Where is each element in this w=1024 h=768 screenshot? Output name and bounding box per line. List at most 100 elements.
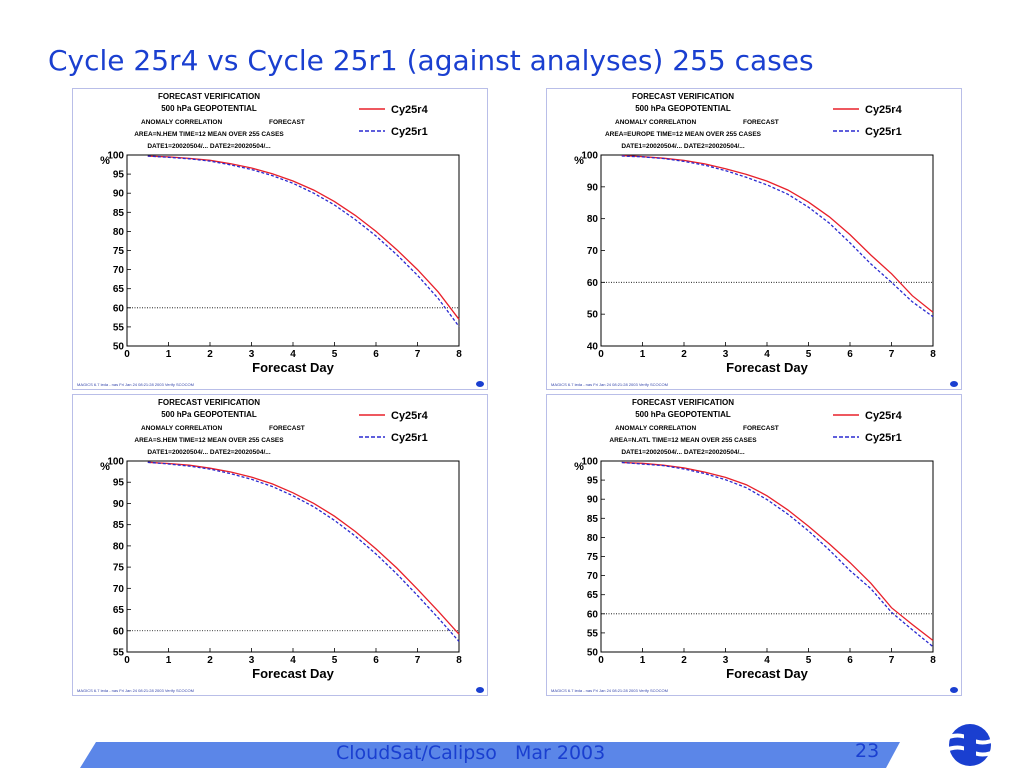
x-tick-label: 1 [166, 655, 172, 666]
chart-credit: MAGICS 6.7 ieda - nas Fri Jan 24 08:21:2… [77, 382, 194, 387]
y-tick-label: 50 [587, 648, 599, 659]
x-tick-label: 8 [930, 655, 936, 666]
chart-header-score: ANOMALY CORRELATION [141, 425, 222, 432]
chart-header-area: AREA=EUROPE TIME=12 MEAN OVER 255 CASES [605, 131, 762, 138]
x-tick-label: 7 [889, 349, 895, 360]
chart-panel-s-hem: FORECAST VERIFICATION 500 hPa GEOPOTENTIA… [72, 394, 488, 696]
chart-panel-n-atl: FORECAST VERIFICATION 500 hPa GEOPOTENTIA… [546, 394, 962, 696]
chart-credit: MAGICS 6.7 ieda - nas Fri Jan 24 08:21:2… [77, 688, 194, 693]
y-tick-label: 75 [113, 563, 125, 574]
series-line-cy25r4 [621, 461, 934, 642]
legend-label-cy25r1: Cy25r1 [865, 126, 902, 138]
x-tick-label: 1 [166, 349, 172, 360]
y-tick-label: 80 [113, 227, 125, 238]
y-tick-label: 50 [113, 342, 125, 353]
chart-svg: FORECAST VERIFICATION 500 hPa GEOPOTENTIA… [77, 398, 484, 693]
x-tick-label: 4 [290, 349, 296, 360]
y-tick-label: 65 [113, 284, 125, 295]
chart-header-dates: DATE1=20020504/... DATE2=20020504/... [147, 143, 271, 150]
chart-header-score: ANOMALY CORRELATION [615, 425, 696, 432]
y-tick-label: 40 [587, 342, 599, 353]
y-tick-label: 60 [113, 626, 125, 637]
chart-header-area: AREA=N.HEM TIME=12 MEAN OVER 255 CASES [134, 131, 284, 138]
x-tick-label: 0 [598, 349, 604, 360]
x-tick-label: 4 [764, 349, 770, 360]
y-tick-label: 70 [113, 584, 125, 595]
y-tick-label: 60 [587, 609, 599, 620]
chart-header-dates: DATE1=20020504/... DATE2=20020504/... [621, 143, 745, 150]
x-tick-label: 2 [207, 655, 213, 666]
footer-band [80, 742, 900, 768]
legend-label-cy25r1: Cy25r1 [865, 432, 902, 444]
x-tick-label: 5 [806, 349, 812, 360]
chart-header-title: FORECAST VERIFICATION [632, 92, 734, 101]
y-tick-label: 65 [587, 590, 599, 601]
y-tick-label: 95 [587, 476, 599, 487]
x-tick-label: 7 [889, 655, 895, 666]
x-axis-label: Forecast Day [252, 666, 334, 681]
y-axis-label: % [574, 461, 584, 473]
chart-credit: MAGICS 6.7 ieda - nas Fri Jan 24 08:21:2… [551, 382, 668, 387]
x-tick-label: 6 [847, 349, 853, 360]
chart-header-field: 500 hPa GEOPOTENTIAL [161, 104, 257, 113]
x-axis-label: Forecast Day [726, 666, 808, 681]
legend-label-cy25r1: Cy25r1 [391, 126, 428, 138]
chart-header-forecast: FORECAST [743, 425, 779, 432]
page-number: 23 [855, 740, 880, 762]
chart-header-score: ANOMALY CORRELATION [615, 119, 696, 126]
chart-header-title: FORECAST VERIFICATION [158, 92, 260, 101]
legend-label-cy25r4: Cy25r4 [865, 410, 903, 422]
y-axis-label: % [574, 155, 584, 167]
chart-header-dates: DATE1=20020504/... DATE2=20020504/... [147, 449, 271, 456]
y-tick-label: 90 [587, 182, 599, 193]
x-tick-label: 8 [930, 349, 936, 360]
y-tick-label: 70 [587, 571, 599, 582]
x-tick-label: 5 [332, 655, 338, 666]
chart-header-forecast: FORECAST [269, 119, 305, 126]
x-tick-label: 3 [249, 655, 255, 666]
y-tick-label: 80 [587, 533, 599, 544]
y-tick-label: 95 [113, 478, 125, 489]
y-tick-label: 90 [113, 189, 125, 200]
chart-credit: MAGICS 6.7 ieda - nas Fri Jan 24 08:21:2… [551, 688, 668, 693]
small-logo-icon [476, 381, 484, 387]
x-tick-label: 5 [332, 349, 338, 360]
x-tick-label: 6 [847, 655, 853, 666]
y-tick-label: 85 [113, 208, 125, 219]
x-tick-label: 0 [124, 655, 130, 666]
y-tick-label: 60 [113, 303, 125, 314]
small-logo-icon [476, 687, 484, 693]
x-tick-label: 7 [415, 655, 421, 666]
chart-header-title: FORECAST VERIFICATION [632, 398, 734, 407]
x-axis-label: Forecast Day [252, 360, 334, 375]
series-line-cy25r1 [621, 155, 934, 318]
x-tick-label: 6 [373, 349, 379, 360]
y-tick-label: 60 [587, 278, 599, 289]
chart-svg: FORECAST VERIFICATION 500 hPa GEOPOTENTIA… [551, 92, 958, 387]
chart-header-field: 500 hPa GEOPOTENTIAL [635, 410, 731, 419]
legend-label-cy25r4: Cy25r4 [391, 104, 429, 116]
x-tick-label: 0 [598, 655, 604, 666]
x-tick-label: 2 [681, 349, 687, 360]
y-tick-label: 80 [113, 541, 125, 552]
x-tick-label: 0 [124, 349, 130, 360]
series-line-cy25r1 [621, 461, 934, 648]
footer-text: CloudSat/Calipso Mar 2003 [336, 742, 606, 764]
chart-header-dates: DATE1=20020504/... DATE2=20020504/... [621, 449, 745, 456]
y-tick-label: 50 [587, 310, 599, 321]
y-axis-label: % [100, 155, 110, 167]
legend-label-cy25r1: Cy25r1 [391, 432, 428, 444]
x-tick-label: 7 [415, 349, 421, 360]
y-tick-label: 100 [107, 151, 124, 162]
chart-header-title: FORECAST VERIFICATION [158, 398, 260, 407]
chart-svg: FORECAST VERIFICATION 500 hPa GEOPOTENTIA… [77, 92, 484, 387]
y-tick-label: 70 [587, 246, 599, 257]
y-tick-label: 65 [113, 605, 125, 616]
y-tick-label: 100 [107, 457, 124, 468]
x-tick-label: 3 [723, 655, 729, 666]
y-tick-label: 85 [113, 520, 125, 531]
x-tick-label: 2 [681, 655, 687, 666]
legend-label-cy25r4: Cy25r4 [391, 410, 429, 422]
legend-label-cy25r4: Cy25r4 [865, 104, 903, 116]
x-tick-label: 8 [456, 655, 462, 666]
